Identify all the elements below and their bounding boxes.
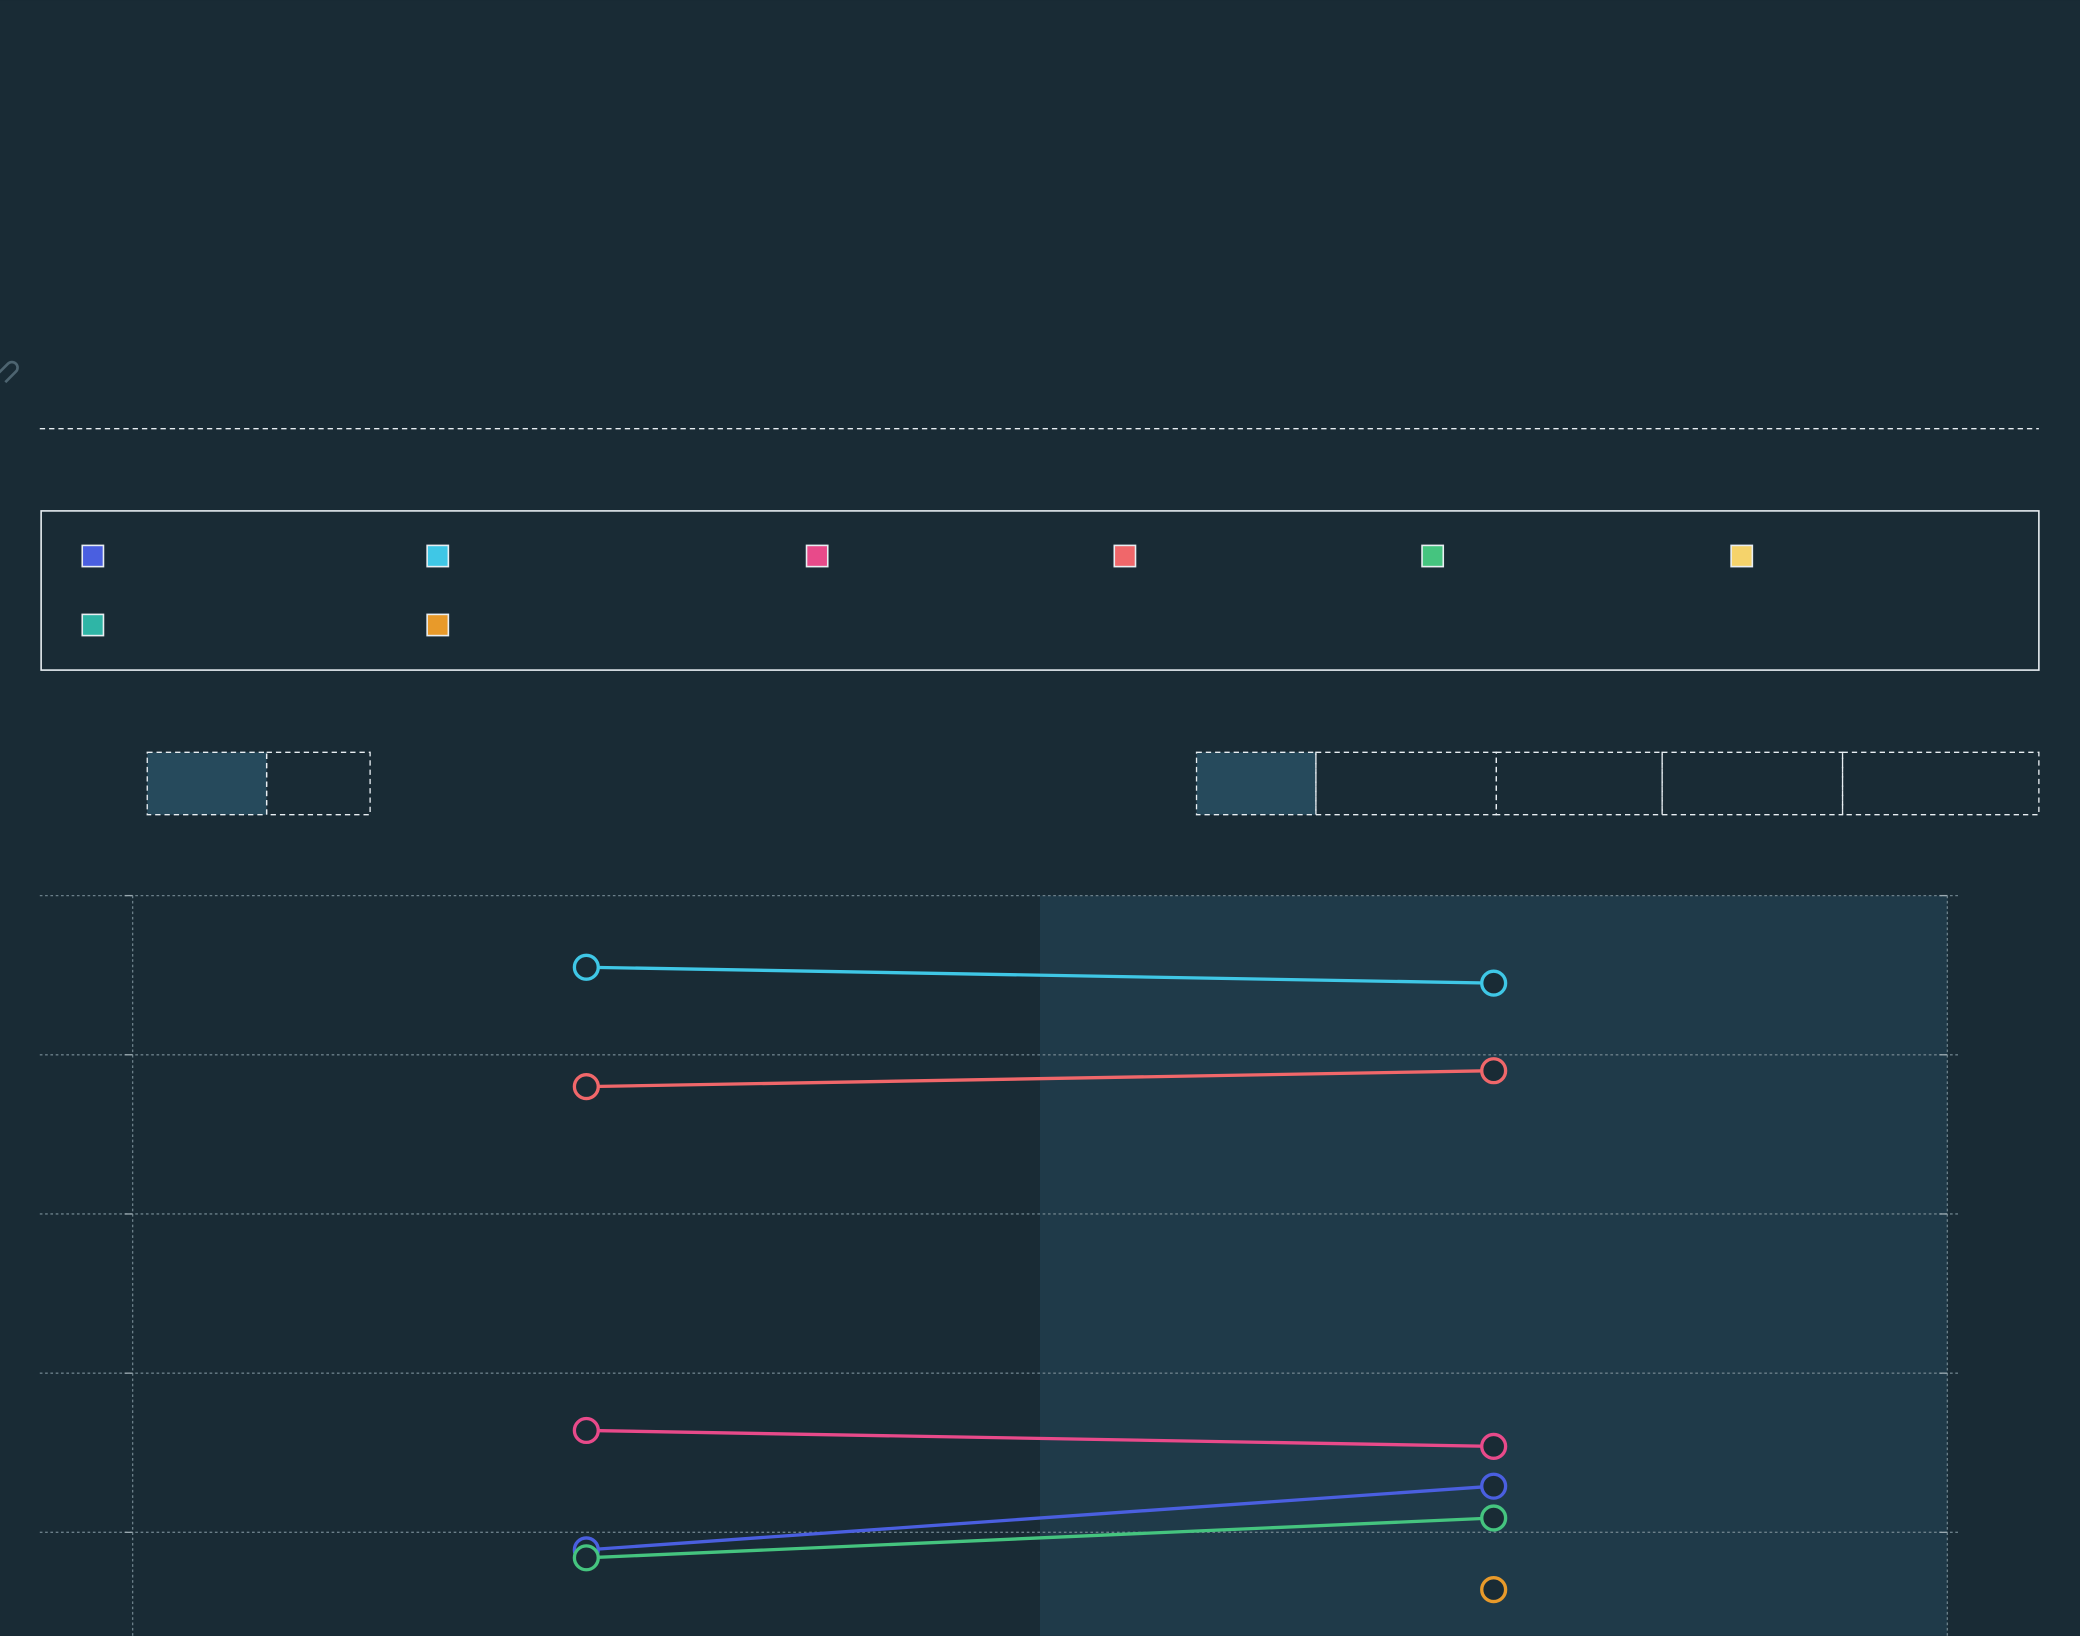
legend-swatch [81,544,105,568]
legend-swatch [81,613,105,637]
legend-swatch [1113,544,1137,568]
legend-swatch [426,544,450,568]
toggle-group-left [146,751,371,816]
range-button[interactable] [1195,751,1317,816]
data-point [1480,1432,1508,1460]
series-line [586,1516,1494,1560]
link-icon [0,360,19,384]
legend-swatch [426,613,450,637]
range-button[interactable] [1841,751,2040,816]
data-point [572,953,600,981]
legend-swatch [805,544,829,568]
legend-swatch [1730,544,1754,568]
data-point [1480,1576,1508,1604]
data-point [1480,1057,1508,1085]
data-point [1480,1504,1508,1532]
series-line [586,1069,1494,1089]
legend-swatch [1421,544,1445,568]
toggle-group-right [1195,751,2040,816]
data-point [1480,1472,1508,1500]
data-point [572,1073,600,1101]
range-button[interactable] [1495,751,1663,816]
data-point [572,1544,600,1572]
legend-box [40,510,2040,671]
data-point [572,1416,600,1445]
series-line [586,1484,1494,1552]
toggle-button[interactable] [265,751,371,816]
toggle-button[interactable] [146,751,268,816]
series-line [586,965,1494,985]
series-line [586,1428,1494,1449]
data-point [1480,969,1508,997]
